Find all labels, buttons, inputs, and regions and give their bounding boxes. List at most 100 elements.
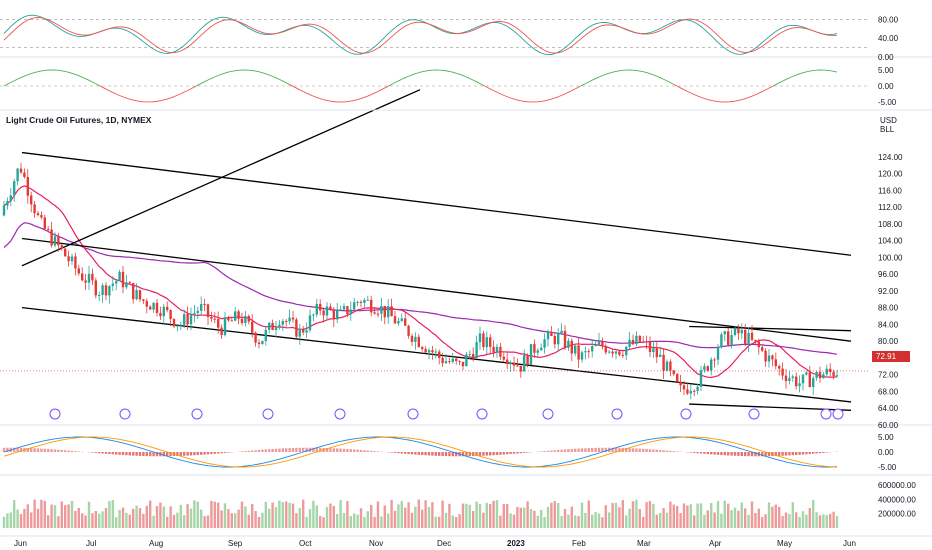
volume-bar <box>349 516 352 528</box>
osc-segment <box>65 71 69 73</box>
volume-bar <box>642 516 645 528</box>
volume-bar <box>145 505 148 528</box>
macd-histogram-bar <box>217 452 220 454</box>
volume-bar <box>370 504 373 528</box>
volume-bar <box>574 515 577 528</box>
macd-histogram-bar <box>448 452 451 457</box>
candle-body <box>461 361 465 367</box>
candle-body <box>13 181 16 196</box>
candle-body <box>244 315 247 324</box>
osc-segment <box>133 99 137 102</box>
volume-bar <box>193 500 196 528</box>
candle-body <box>36 213 40 216</box>
osc-segment <box>602 73 606 77</box>
x-tick-label: Sep <box>228 539 243 548</box>
macd-histogram-bar <box>26 447 29 452</box>
price-tick-label: 96.00 <box>878 270 899 279</box>
macd-histogram-bar <box>155 452 159 457</box>
osc-segment <box>697 95 702 98</box>
volume-bar <box>662 508 665 528</box>
macd-histogram-bar <box>557 449 560 452</box>
volume-bar <box>111 500 114 528</box>
volume-bar <box>689 504 692 528</box>
osc-segment <box>479 83 484 86</box>
candle-body <box>822 374 825 379</box>
macd-histogram-bar <box>774 452 777 456</box>
candle-body <box>363 299 366 303</box>
x-tick-label: Dec <box>437 539 451 548</box>
volume-bar <box>13 500 16 528</box>
candle-body <box>268 322 271 330</box>
volume-bar <box>825 515 828 528</box>
macd-histogram-bar <box>519 452 522 454</box>
osc-segment <box>221 72 226 75</box>
osc-segment <box>738 99 742 101</box>
osc-segment <box>500 93 504 96</box>
price-tick-label: 124.00 <box>878 153 903 162</box>
osc-segment <box>364 95 368 98</box>
volume-tick-label: 600000.00 <box>878 481 916 490</box>
macd-histogram-bar <box>815 452 818 454</box>
macd-histogram-bar <box>315 447 318 452</box>
osc-segment <box>792 74 797 77</box>
oscillator-pane <box>0 69 868 103</box>
volume-bar <box>499 515 502 528</box>
candle-body <box>512 362 516 366</box>
volume-bar <box>57 516 60 528</box>
volume-bar <box>118 509 121 528</box>
candle-body <box>370 299 373 313</box>
osc-tick-label: 0.00 <box>878 82 894 91</box>
volume-bar <box>597 513 601 528</box>
volume-bar <box>254 511 257 528</box>
candle-body <box>655 348 658 357</box>
macd-histogram-bar <box>574 448 577 452</box>
macd-histogram-bar <box>577 448 580 452</box>
volume-bar <box>268 508 271 528</box>
macd-histogram-bar <box>336 448 339 452</box>
candle-body <box>390 306 393 317</box>
osc-segment <box>34 71 39 73</box>
volume-bar <box>40 499 43 528</box>
osc-segment <box>785 77 790 80</box>
macd-histogram-bar <box>587 448 590 452</box>
osc-segment <box>830 70 834 72</box>
volume-bar <box>53 505 57 528</box>
macd-histogram-bar <box>478 452 482 456</box>
candle-body <box>682 385 686 390</box>
volume-bar <box>397 504 400 528</box>
osc-segment <box>360 96 365 99</box>
volume-bar <box>427 506 431 528</box>
macd-histogram-bar <box>220 452 223 454</box>
candle-body <box>19 168 23 173</box>
candle-body <box>339 309 342 311</box>
candle-body <box>618 351 621 355</box>
event-marker <box>680 408 692 420</box>
osc-segment <box>289 84 294 87</box>
volume-bar <box>529 508 533 528</box>
stoch-tick-label: 80.00 <box>878 15 899 24</box>
volume-bar <box>237 509 240 528</box>
osc-segment <box>92 81 97 85</box>
osc-segment <box>700 96 705 99</box>
osc-segment <box>218 73 222 76</box>
osc-segment <box>211 76 215 79</box>
event-marker <box>748 408 760 420</box>
volume-bar <box>128 514 131 528</box>
candle-body <box>444 361 448 364</box>
macd-histogram-bar <box>597 447 601 452</box>
macd-histogram-bar <box>50 449 53 452</box>
osc-segment <box>3 83 8 87</box>
candle-body <box>81 273 84 281</box>
volume-bar <box>240 501 244 528</box>
volume-bar <box>132 508 135 528</box>
volume-bar <box>563 508 567 528</box>
candle-body <box>438 351 441 358</box>
x-tick-label: Feb <box>572 539 586 548</box>
osc-segment <box>680 87 685 91</box>
volume-bar <box>169 506 172 528</box>
volume-bar <box>774 504 777 528</box>
volume-bar <box>346 501 349 528</box>
osc-segment <box>615 70 620 72</box>
volume-bar <box>424 500 427 528</box>
